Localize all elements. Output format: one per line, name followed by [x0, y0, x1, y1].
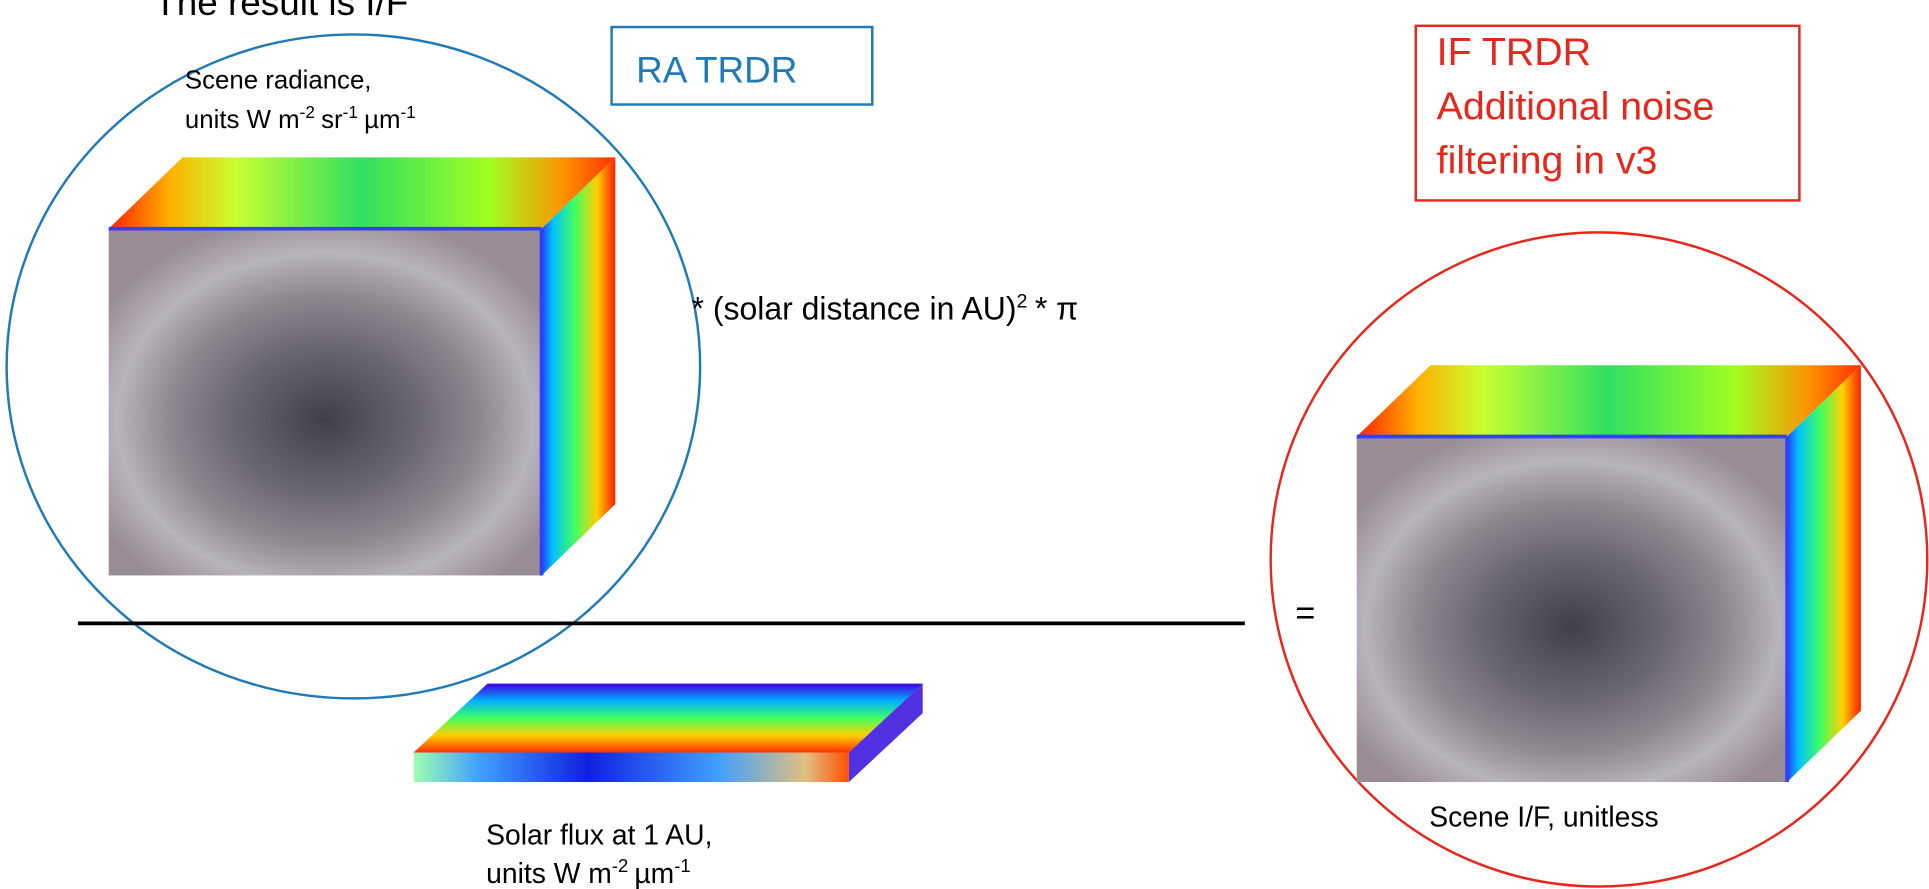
flux-units: units W m-2 µm-1 [486, 855, 690, 889]
if-cube [1357, 365, 1861, 782]
units-sup: -1 [400, 102, 415, 122]
title: The result is I/F [154, 0, 408, 23]
multiplier-text: * π [1035, 291, 1078, 327]
multiplier: * (solar distance in AU)2 * π [692, 290, 1079, 326]
slab-top [414, 684, 923, 753]
multiplier-sup: 2 [1017, 290, 1028, 312]
multiplier-text: * (solar distance in AU) [692, 291, 1017, 327]
cube-top [1357, 365, 1861, 436]
slab-front [414, 753, 849, 783]
units-sup: -2 [300, 102, 315, 122]
if-box-line: filtering in v3 [1437, 138, 1658, 182]
if-box-line: IF TRDR [1437, 30, 1591, 74]
units-sup: -2 [612, 855, 628, 876]
if-box-line: Additional noise [1437, 84, 1715, 128]
cube-side [542, 157, 616, 575]
cube-top [109, 157, 616, 228]
radiance-label: Scene radiance, [185, 67, 372, 95]
units-text: µm [634, 857, 674, 889]
radiance-cube [109, 157, 616, 575]
diagram: The result is I/F Scene radiance, units … [0, 0, 1929, 889]
result-label: Scene I/F, unitless [1429, 800, 1658, 832]
units-sup: -1 [674, 855, 690, 876]
units-text: sr [321, 106, 343, 134]
units-text: µm [364, 106, 400, 134]
cube-front [1357, 437, 1787, 783]
units-text: units W m [185, 106, 300, 134]
cube-front [109, 229, 542, 576]
flux-slab [414, 684, 923, 782]
cube-side [1787, 365, 1861, 782]
ra-box-label: RA TRDR [636, 49, 797, 90]
page: The result is I/F Scene radiance, units … [0, 0, 1929, 889]
flux-label: Solar flux at 1 AU, [486, 819, 712, 851]
units-text: units W m [486, 857, 612, 889]
equals: = [1295, 595, 1315, 633]
units-sup: -1 [343, 102, 358, 122]
